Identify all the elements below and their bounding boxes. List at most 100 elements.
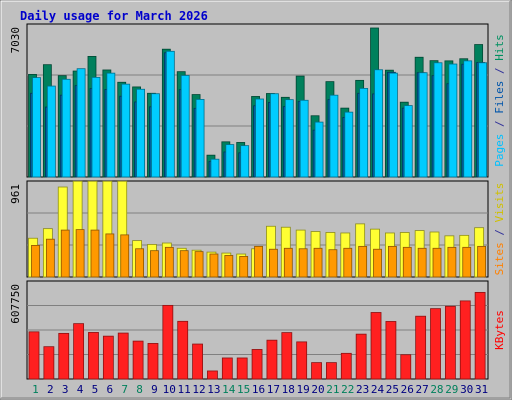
bar-sites [477,245,487,278]
y-max-tick-label: 961 [9,184,22,204]
x-tick-label: 12 [192,383,205,396]
bar-kbytes [236,357,248,380]
bar-pages [418,72,428,178]
y-max-tick-label: 607750 [9,284,22,324]
bar-sites [209,253,219,278]
bar-pages [314,121,324,178]
bar-sites [462,246,472,278]
x-tick-label: 1 [32,383,39,396]
bar-sites [343,247,353,278]
x-tick-label: 30 [460,383,473,396]
bar-kbytes [340,352,352,380]
bar-pages [240,145,250,178]
bar-kbytes [355,333,367,380]
bar-sites [313,247,323,278]
x-tick-label: 22 [341,383,354,396]
legend-part-0: Sites [493,242,506,275]
bar-sites [150,250,159,278]
bar-kbytes [370,312,382,380]
bar-pages [255,98,264,178]
bar-kbytes [281,332,293,380]
bar-kbytes [88,332,99,380]
bar-kbytes [459,300,471,380]
panel-visits-sites: 961 Sites / Visits [9,180,506,278]
bar-sites [224,255,234,278]
x-tick-label: 25 [386,383,399,396]
x-tick-label: 4 [77,383,84,396]
bar-kbytes [221,357,233,380]
bar-pages [478,62,488,178]
series-legend-label: Pages / Files / Hits [493,34,506,167]
bar-kbytes [192,343,203,380]
chart-title: Daily usage for March 2026 [20,9,208,23]
bar-sites [417,247,427,278]
x-tick-label: 23 [356,383,369,396]
legend-part-3: / [493,61,506,81]
x-tick-label: 5 [92,383,99,396]
series-legend-label: Sites / Visits [493,183,506,276]
bar-sites [31,245,40,278]
x-tick-label: 28 [430,383,443,396]
bar-kbytes [117,332,129,380]
bar-sites [328,249,338,278]
x-tick-label: 18 [282,383,295,396]
bar-kbytes [385,321,397,380]
bar-sites [45,238,55,278]
x-tick-label: 14 [222,383,236,396]
series-legend-label: KBytes [493,310,506,350]
bar-kbytes [162,304,174,380]
legend-part-0: KBytes [493,310,506,350]
bar-pages [329,94,339,178]
bar-kbytes [311,362,322,380]
bar-kbytes [58,332,70,380]
bar-sites [179,250,189,278]
bar-kbytes [400,354,412,380]
bar-pages [180,75,190,178]
bar-pages [270,93,279,178]
bar-pages [121,83,131,178]
bar-sites [239,256,249,278]
bar-pages [463,60,473,178]
bar-sites [283,247,293,278]
bar-kbytes [43,346,55,380]
bar-sites [120,234,130,278]
bar-pages [403,105,413,178]
bar-kbytes [326,362,337,380]
x-tick-label: 3 [62,383,69,396]
bar-kbytes [430,308,441,380]
x-tick-label: 2 [47,383,54,396]
x-tick-label: 24 [371,383,385,396]
bar-sites [75,229,85,278]
bar-sites [358,245,368,278]
bar-kbytes [177,320,189,380]
panel-hits-files-pages: 7030 Pages / Files / Hits [9,23,506,178]
x-tick-label: 11 [178,383,191,396]
x-tick-label: 7 [121,383,128,396]
bar-kbytes [296,341,308,380]
legend-part-1: / [493,114,506,134]
bar-sites [254,245,263,278]
x-tick-label: 15 [237,383,250,396]
bar-kbytes [102,335,114,380]
bar-sites [90,229,100,278]
bar-pages [106,72,116,178]
legend-part-4: Hits [493,34,506,61]
bar-kbytes [207,370,218,380]
bar-pages [165,50,175,178]
bar-kbytes [73,323,85,380]
bar-pages [389,72,398,178]
x-axis-day-labels: 1 2 3 4 5 6 7 8 9 10 11 12 13 14 15 16 17 18 19 20 21 22 23 24 2… [32,383,488,396]
bar-pages [61,78,71,178]
bar-sites [269,248,278,278]
x-tick-label: 21 [326,383,339,396]
bar-sites [164,246,174,278]
x-tick-label: 8 [136,383,143,396]
bar-kbytes [444,305,456,380]
bar-kbytes [266,339,278,380]
bar-sites [432,247,442,278]
bar-pages [151,93,160,178]
x-tick-label: 9 [151,383,158,396]
bar-pages [299,99,309,178]
bar-pages [91,76,101,178]
